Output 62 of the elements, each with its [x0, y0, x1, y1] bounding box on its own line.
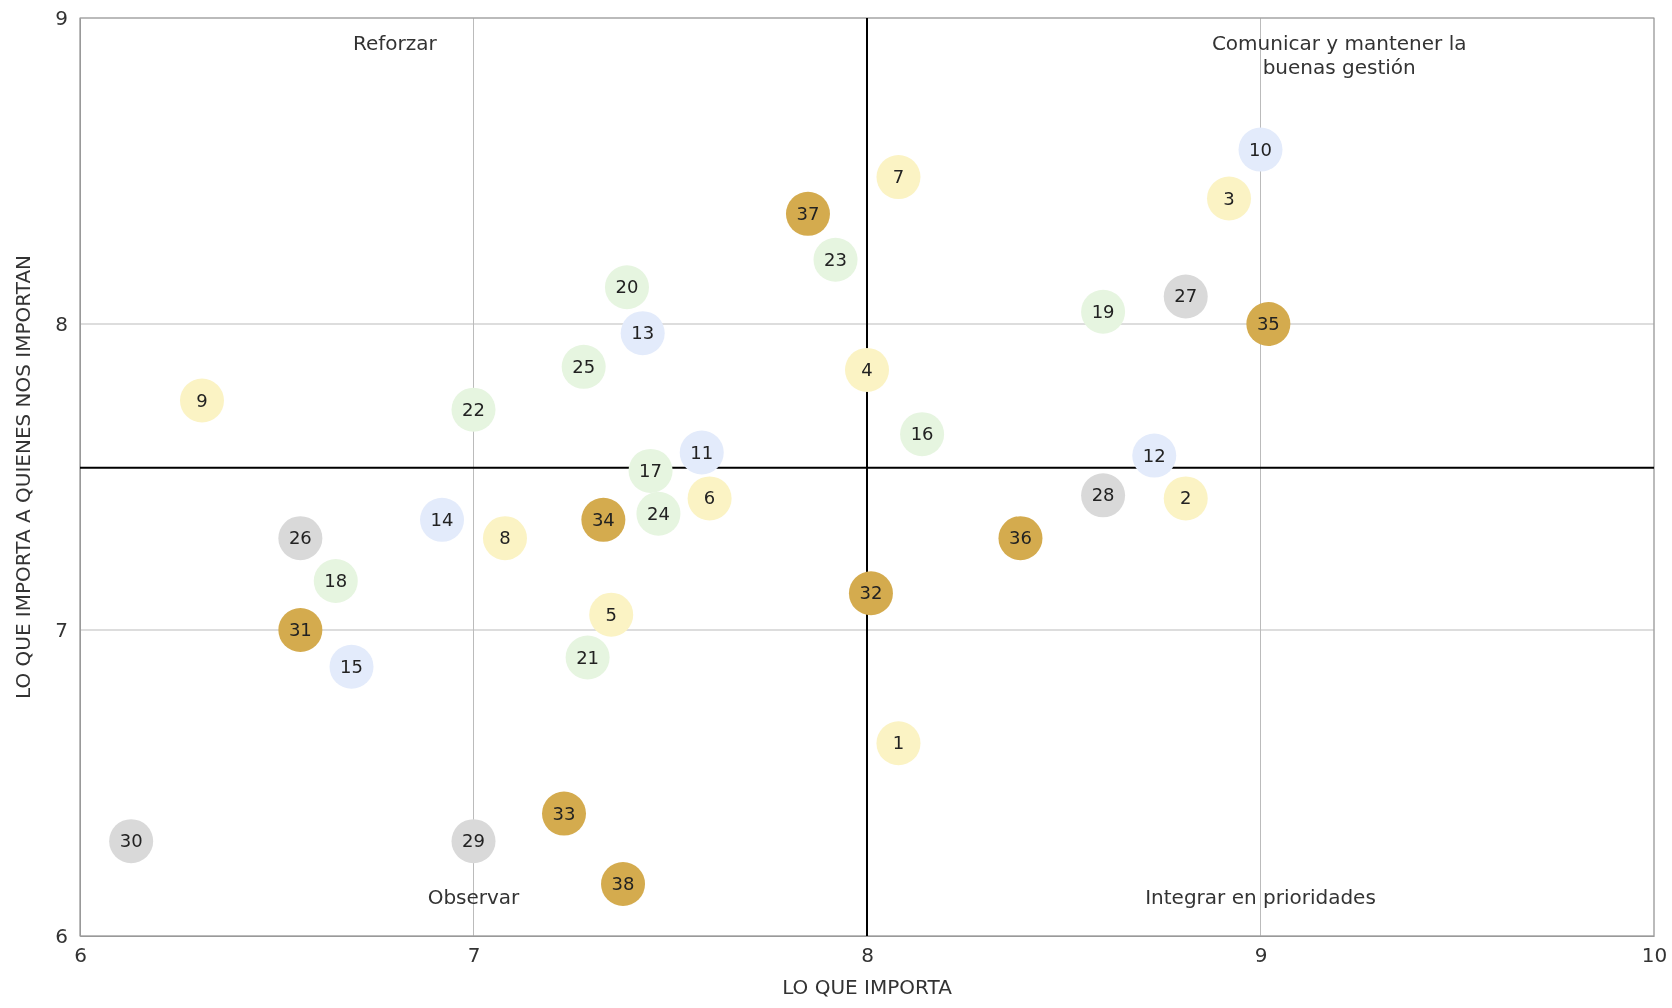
annotation: 18 [324, 570, 348, 592]
annotation: 5 [605, 603, 617, 625]
annotation: 10 [1249, 138, 1272, 160]
y-tick-label: 7 [55, 617, 68, 642]
annotation: 28 [1091, 484, 1115, 506]
annotation: 37 [796, 202, 820, 224]
point [876, 155, 921, 200]
point [482, 516, 527, 561]
annotation: Comunicar y mantener la buenas gestión [1211, 31, 1467, 79]
annotation: 11 [690, 441, 714, 463]
annotation: 16 [910, 423, 934, 445]
annotation: 33 [552, 802, 576, 824]
x-tick-label: 6 [74, 943, 87, 968]
x-axis-title: LO QUE IMPORTA [782, 975, 953, 999]
y-axis-title: LO QUE IMPORTA A QUIENES NOS IMPORTAN [11, 254, 35, 700]
y-tick-label: 6 [55, 923, 68, 948]
annotation: 35 [1256, 313, 1280, 334]
annotation: 24 [646, 502, 670, 524]
annotation: 1 [892, 732, 905, 754]
y-tick-label: 8 [55, 311, 68, 336]
annotation: 29 [462, 830, 485, 852]
annotation: 26 [288, 527, 312, 549]
annotation: Reforzar [352, 31, 438, 55]
x-tick-label: 9 [1254, 943, 1268, 968]
annotation: 7 [892, 166, 905, 188]
annotation: 9 [196, 389, 208, 411]
annotation: 17 [639, 459, 663, 481]
annotation: 22 [462, 398, 485, 420]
y-tick-label: 9 [55, 5, 68, 30]
annotation: 15 [340, 655, 363, 677]
point [845, 347, 889, 392]
annotation: 3 [1223, 187, 1235, 209]
annotation: 8 [499, 527, 511, 549]
annotation: 30 [119, 830, 143, 852]
annotation: 38 [611, 872, 635, 894]
annotation: 19 [1091, 300, 1115, 322]
annotation: 4 [861, 358, 873, 380]
annotation: 23 [824, 248, 847, 270]
x-tick-label: 8 [861, 943, 874, 968]
annotation: 21 [576, 646, 600, 668]
point [589, 592, 634, 637]
annotation: 2 [1180, 487, 1192, 509]
annotation: 20 [615, 276, 639, 298]
x-tick-label: 10 [1641, 943, 1668, 968]
point [179, 378, 224, 423]
annotation: Integrar en prioridades [1145, 885, 1376, 909]
annotation: 14 [430, 508, 454, 530]
annotation: 31 [288, 619, 312, 640]
x-tick-label: 7 [467, 943, 481, 968]
point [1207, 176, 1252, 221]
annotation: 12 [1142, 444, 1166, 466]
annotation: 36 [1009, 527, 1032, 549]
annotation: Observar [427, 885, 521, 909]
annotation: 6 [703, 487, 716, 509]
point [876, 721, 921, 766]
point [687, 476, 732, 521]
annotation: 25 [572, 355, 596, 377]
annotation: 27 [1174, 285, 1198, 307]
annotation: 34 [591, 508, 615, 530]
annotation: 32 [859, 582, 883, 604]
annotation: 13 [631, 322, 655, 344]
point [1163, 476, 1208, 521]
